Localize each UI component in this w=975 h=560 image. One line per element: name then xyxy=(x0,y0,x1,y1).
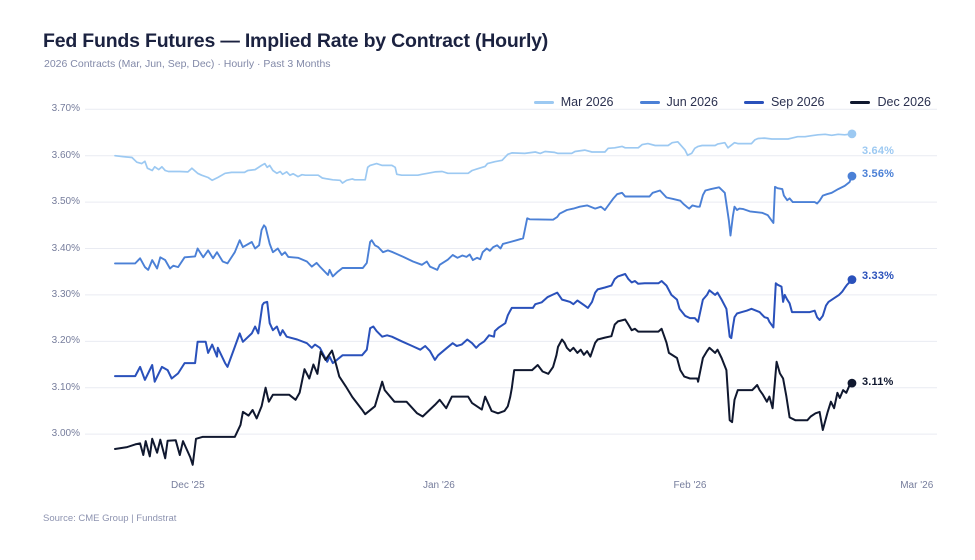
series-end-label-dec-2026: 3.11% xyxy=(861,376,894,389)
y-axis-tick-label: 3.40% xyxy=(51,242,80,254)
legend-item-jun-2026[interactable]: Jun 2026 xyxy=(639,95,718,109)
legend-item-sep-2026[interactable]: Sep 2026 xyxy=(743,95,825,109)
legend: Mar 2026 Jun 2026 Sep 2026 Dec 2026 xyxy=(533,95,931,109)
x-axis-tick-label: Dec '25 xyxy=(171,480,205,491)
series-end-dot-sep-2026 xyxy=(847,275,857,285)
y-axis-tick-label: 3.20% xyxy=(51,335,80,347)
x-axis-tick-label: Feb '26 xyxy=(673,480,707,491)
y-axis-tick-label: 3.70% xyxy=(51,103,80,115)
source-note: Source: CME Group | Fundstrat xyxy=(43,513,177,524)
series-line-jun-2026 xyxy=(114,175,853,278)
legend-item-label: Mar 2026 xyxy=(560,95,614,109)
y-axis-tick-label: 3.50% xyxy=(51,196,80,208)
chart-subtitle: 2026 Contracts (Mar, Jun, Sep, Dec) · Ho… xyxy=(44,58,331,70)
legend-item-label: Jun 2026 xyxy=(666,95,718,109)
y-axis-tick-label: 3.30% xyxy=(51,288,80,300)
series-end-dot-mar-2026 xyxy=(847,129,857,139)
y-axis-tick-label: 3.10% xyxy=(51,381,80,393)
chart-title: Fed Funds Futures — Implied Rate by Cont… xyxy=(43,30,549,52)
series-end-label-sep-2026: 3.33% xyxy=(861,269,895,282)
series-line-mar-2026 xyxy=(114,133,853,184)
x-axis-tick-label: Jan '26 xyxy=(422,480,455,491)
legend-swatch-icon xyxy=(743,100,764,104)
y-axis-tick-label: 3.00% xyxy=(51,428,80,440)
legend-swatch-icon xyxy=(639,100,660,104)
series-end-dot-dec-2026 xyxy=(847,378,857,388)
x-axis-tick-label: Mar '26 xyxy=(900,480,934,491)
legend-swatch-icon xyxy=(850,100,871,104)
legend-item-label: Dec 2026 xyxy=(877,95,931,109)
legend-item-mar-2026[interactable]: Mar 2026 xyxy=(533,95,614,109)
series-end-dot-jun-2026 xyxy=(847,171,857,181)
series-end-label-jun-2026: 3.56% xyxy=(861,168,895,181)
legend-item-dec-2026[interactable]: Dec 2026 xyxy=(850,95,931,109)
series-line-dec-2026 xyxy=(114,318,853,466)
y-axis-tick-label: 3.60% xyxy=(51,149,80,161)
series-line-sep-2026 xyxy=(114,273,853,383)
legend-swatch-icon xyxy=(533,100,554,104)
series-end-label-mar-2026: 3.64% xyxy=(861,144,895,157)
legend-item-label: Sep 2026 xyxy=(770,95,825,109)
